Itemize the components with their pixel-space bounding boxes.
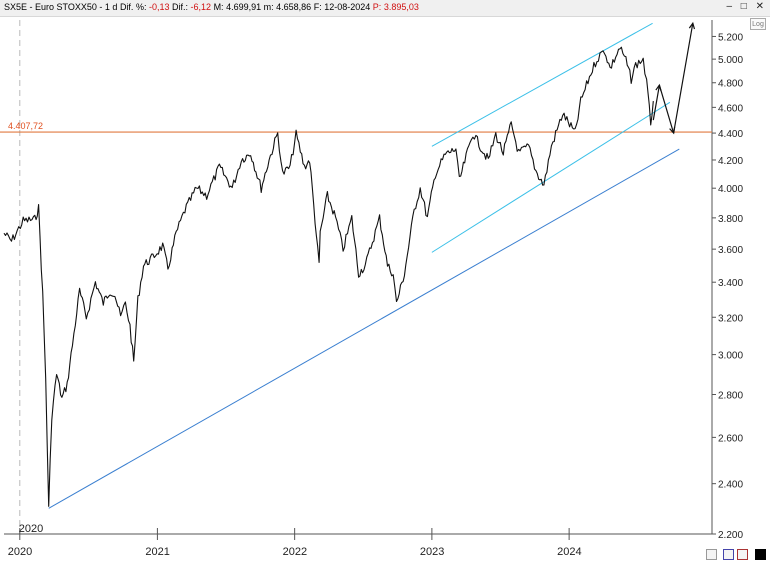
y-tick-label: 2.800 (718, 391, 743, 402)
year-annotation: 2020 (19, 523, 43, 535)
price-value: 3.895,03 (383, 2, 419, 12)
period-label: 1 d (104, 2, 118, 12)
quote-summary: SX5E - Euro STOXX50 - 1 d Dif. %: -0,13 … (4, 2, 419, 12)
y-tick-label: 2.200 (718, 530, 743, 541)
chart-header: SX5E - Euro STOXX50 - 1 d Dif. %: -0,13 … (0, 0, 770, 17)
y-tick-label: 4.200 (718, 156, 743, 167)
y-tick-label: 4.800 (718, 79, 743, 90)
y-tick-label: 3.800 (718, 214, 743, 225)
bottom-toolbar (0, 546, 770, 562)
trend-line-channel-upper (431, 22, 653, 147)
y-tick-label: 5.200 (718, 32, 743, 43)
window-controls: – □ ✕ (720, 1, 764, 12)
maximize-icon[interactable]: □ (740, 1, 747, 12)
save-icon[interactable] (723, 549, 734, 560)
max-value: 4.699,91 (226, 2, 262, 12)
arrow-head (688, 21, 696, 30)
y-tick-label: 2.400 (718, 480, 743, 491)
x-tick-label: 2021 (145, 546, 169, 558)
color-icon[interactable] (755, 549, 766, 560)
log-scale-button[interactable]: Log (750, 18, 766, 30)
y-tick-label: 4.600 (718, 103, 743, 114)
arrow-head (655, 83, 662, 92)
y-tick-label: 3.400 (718, 278, 743, 289)
dif-pct-label: Dif. %: (119, 2, 147, 12)
projection-arrow (652, 23, 694, 134)
y-tick-label: 5.000 (718, 55, 743, 66)
y-tick-label: 2.600 (718, 433, 743, 444)
date-label: F: (313, 2, 322, 12)
y-tick-label: 4.400 (718, 129, 743, 140)
symbol-label: SX5E - Euro STOXX50 (4, 2, 97, 12)
minimize-icon[interactable]: – (726, 1, 732, 12)
max-label: M: (213, 2, 224, 12)
dif-label: Dif.: (172, 2, 189, 12)
arrow-head (669, 127, 676, 135)
x-tick-label: 2024 (557, 546, 581, 558)
x-tick-label: 2022 (283, 546, 307, 558)
min-value: 4.658,86 (276, 2, 312, 12)
y-tick-label: 3.000 (718, 351, 743, 362)
price-chart: 2020 2021 2022 2023 2024 2020 2.200 2.400 2.600… (0, 20, 743, 558)
level-label: 4.407,72 (8, 121, 43, 131)
layout-icon[interactable] (737, 549, 748, 560)
y-tick-label: 3.600 (718, 245, 743, 256)
date-value: 12-08-2024 (324, 2, 371, 12)
fit-icon[interactable] (706, 549, 717, 560)
x-tick-label: 2020 (8, 546, 32, 558)
close-icon[interactable]: ✕ (755, 1, 764, 12)
y-tick-label: 3.200 (718, 313, 743, 324)
min-label: m: (263, 2, 274, 12)
dif-value: -6,12 (190, 2, 212, 12)
y-tick-label: 4.000 (718, 184, 743, 195)
x-tick-label: 2023 (420, 546, 444, 558)
dif-pct-value: -0,13 (148, 2, 170, 12)
price-series (3, 46, 654, 507)
trend-line-support (48, 148, 680, 509)
trend-line-channel-lower (431, 101, 671, 253)
price-label: P: (372, 2, 382, 12)
